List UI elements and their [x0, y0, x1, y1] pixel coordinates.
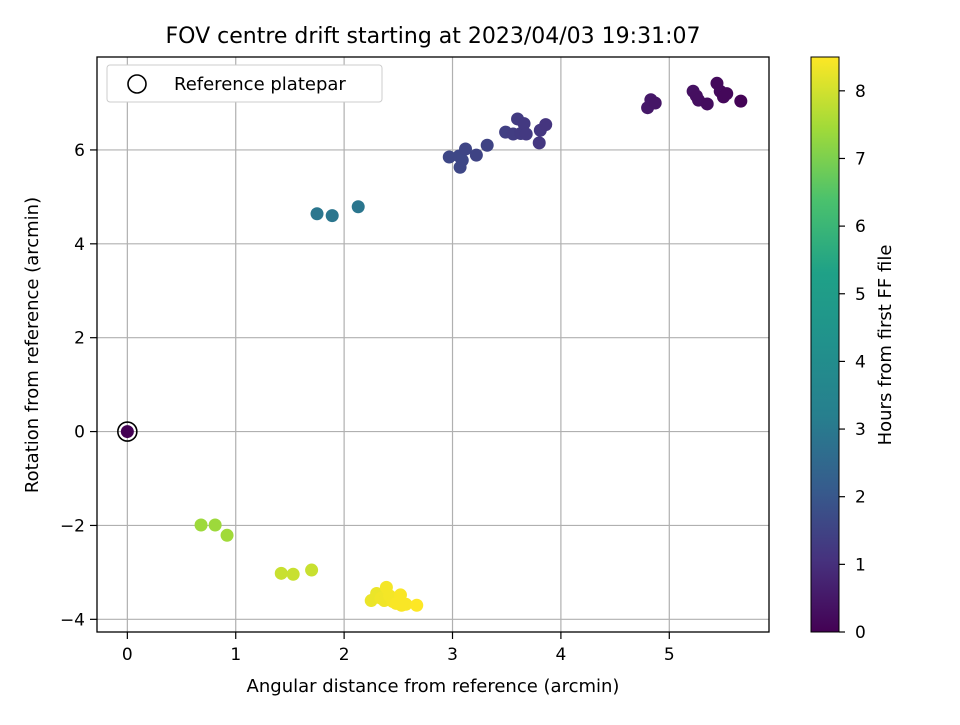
y-tick-label: −4	[60, 610, 85, 630]
scatter-point	[220, 528, 234, 542]
scatter-point	[700, 97, 714, 111]
colorbar-tick-label: 0	[855, 623, 866, 643]
y-tick-label: 4	[74, 235, 85, 255]
scatter-point	[325, 209, 339, 223]
colorbar-tick-label: 6	[855, 217, 866, 237]
legend-marker-icon	[127, 74, 147, 94]
grid	[97, 57, 769, 632]
scatter-points	[120, 76, 748, 612]
scatter-point	[459, 142, 473, 156]
scatter-point	[480, 138, 494, 152]
legend-box	[106, 64, 383, 103]
scatter-point	[120, 425, 134, 439]
scatter-point	[310, 207, 324, 221]
x-axis-label: Angular distance from reference (arcmin)	[247, 676, 620, 697]
plot-frame	[96, 56, 770, 633]
legend-label-reference: Reference platepar	[174, 74, 346, 95]
colorbar-tick-label: 5	[855, 285, 866, 305]
scatter-point	[286, 567, 300, 581]
scatter-point	[734, 94, 748, 108]
x-tick-label: 5	[664, 645, 675, 665]
scatter-point	[274, 566, 288, 580]
scatter-point	[442, 150, 456, 164]
colorbar-tick-label: 8	[855, 82, 866, 102]
scatter-point	[469, 148, 483, 162]
y-axis-ticks: −4 −2 0 2 4 6	[60, 141, 97, 630]
x-tick-label: 3	[447, 645, 458, 665]
colorbar-tick-label: 2	[855, 488, 866, 508]
x-axis-ticks: 0 1 2 3 4 5	[122, 632, 675, 665]
y-axis-label: Rotation from reference (arcmin)	[22, 197, 43, 493]
scatter-point	[305, 563, 319, 577]
y-tick-label: −2	[60, 516, 85, 536]
colorbar-tick-label: 4	[855, 352, 866, 372]
x-tick-label: 0	[122, 645, 133, 665]
scatter-point	[519, 127, 533, 141]
x-tick-label: 4	[555, 645, 566, 665]
y-tick-label: 6	[74, 141, 85, 161]
colorbar-label: Hours from first FF file	[875, 245, 896, 446]
y-tick-label: 2	[74, 329, 85, 349]
scatter-point	[194, 518, 208, 532]
colorbar-gradient	[810, 56, 840, 633]
scatter-point	[393, 588, 407, 602]
scatter-point	[351, 200, 365, 214]
scatter-point	[532, 136, 546, 150]
x-tick-label: 2	[339, 645, 350, 665]
scatter-point	[720, 87, 734, 101]
colorbar-tick-label: 3	[855, 420, 866, 440]
y-tick-label: 0	[74, 423, 85, 443]
legend: Reference platepar	[106, 64, 383, 103]
scatter-point	[648, 96, 662, 110]
chart-title: FOV centre drift starting at 2023/04/03 …	[166, 24, 701, 49]
scatter-point	[539, 118, 553, 132]
scatter-point	[517, 117, 531, 131]
colorbar-tick-label: 1	[855, 555, 866, 575]
reference-marker	[117, 421, 138, 442]
scatter-point	[208, 518, 222, 532]
scatter-point	[455, 153, 469, 167]
colorbar-ticks: 0 1 2 3 4 5 6 7 8	[839, 82, 866, 643]
colorbar-tick-label: 7	[855, 149, 866, 169]
scatter-point	[399, 597, 413, 611]
x-tick-label: 1	[230, 645, 241, 665]
colorbar: 0 1 2 3 4 5 6 7 8 Hours from first FF file	[810, 56, 896, 643]
scatter-point	[410, 598, 424, 612]
reference-marker-layer	[117, 421, 138, 442]
